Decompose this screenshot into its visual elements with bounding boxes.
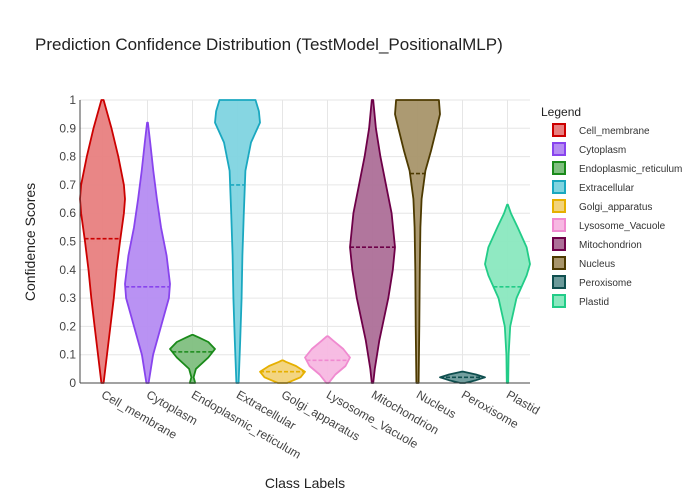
violin-cell-membrane (79, 99, 126, 384)
x-ticks: Cell_membraneCytoplasmEndoplasmic_reticu… (99, 387, 542, 461)
legend-item: Extracellular (552, 180, 635, 194)
y-tick-label: 0.1 (59, 348, 76, 362)
y-tick-label: 0.9 (59, 121, 76, 135)
violin-body (484, 203, 531, 384)
legend-label: Plastid (579, 297, 609, 308)
legend-item: Mitochondrion (552, 237, 642, 251)
y-tick-label: 0.4 (59, 263, 76, 277)
y-axis-title: Confidence Scores (22, 183, 38, 301)
violin-endoplasmic-reticulum (169, 334, 216, 384)
legend-label: Extracellular (579, 183, 635, 194)
violin-cytoplasm (124, 121, 171, 384)
legend-item: Nucleus (552, 256, 615, 270)
y-tick-label: 1 (69, 93, 76, 107)
legend-item: Endoplasmic_reticulum (552, 161, 682, 175)
y-tick-label: 0 (69, 376, 76, 390)
x-axis-title: Class Labels (265, 475, 345, 491)
legend-label: Lysosome_Vacuole (579, 221, 666, 232)
legend-item: Golgi_apparatus (552, 199, 652, 213)
legend-swatch (552, 161, 566, 175)
violin-peroxisome (439, 370, 486, 384)
chart-title: Prediction Confidence Distribution (Test… (35, 35, 503, 54)
legend-swatch (552, 123, 566, 137)
y-tick-label: 0.6 (59, 206, 76, 220)
violin-body (169, 334, 216, 384)
legend-swatch (552, 199, 566, 213)
violin-body (439, 370, 486, 384)
y-tick-label: 0.2 (59, 319, 76, 333)
violin-body (349, 99, 396, 384)
legend-swatch (552, 275, 566, 289)
violin-golgi-apparatus (259, 359, 306, 384)
legend-item: Lysosome_Vacuole (552, 218, 666, 232)
legend-item: Plastid (552, 294, 609, 308)
legend-label: Cytoplasm (579, 145, 626, 156)
violin-nucleus (394, 99, 441, 384)
y-tick-label: 0.8 (59, 150, 76, 164)
legend-swatch (552, 180, 566, 194)
legend-title: Legend (541, 105, 581, 119)
y-tick-label: 0.3 (59, 291, 76, 305)
plot-area (79, 99, 531, 384)
y-tick-label: 0.5 (59, 235, 76, 249)
violin-plastid (484, 203, 531, 384)
legend-swatch (552, 237, 566, 251)
violin-body (124, 121, 171, 384)
legend-swatch (552, 256, 566, 270)
legend-label: Cell_membrane (579, 126, 650, 137)
violin-lysosome-vacuole (304, 335, 351, 384)
violin-body (394, 99, 441, 384)
y-ticks: 0 0.1 0.2 0.3 0.4 0.5 0.6 0.7 0.8 0.9 1 (59, 93, 76, 390)
violin-body (79, 99, 126, 384)
legend-label: Endoplasmic_reticulum (579, 164, 682, 175)
legend-item: Cytoplasm (552, 142, 626, 156)
violin-extracellular (214, 99, 261, 384)
legend-label: Golgi_apparatus (579, 202, 652, 213)
x-tick-label: Cell_membrane (99, 387, 180, 442)
legend-label: Nucleus (579, 259, 615, 270)
y-tick-label: 0.7 (59, 178, 76, 192)
legend-swatch (552, 294, 566, 308)
legend-item: Peroxisome (552, 275, 632, 289)
legend-swatch (552, 218, 566, 232)
legend-label: Mitochondrion (579, 240, 642, 251)
legend: Legend Cell_membrane Cytoplasm Endoplasmic… (541, 105, 682, 308)
violin-body (214, 99, 261, 384)
violin-mitochondrion (349, 99, 396, 384)
legend-items: Cell_membrane Cytoplasm Endoplasmic_reticu… (552, 123, 682, 308)
axes (79, 100, 530, 384)
legend-label: Peroxisome (579, 278, 632, 289)
legend-item: Cell_membrane (552, 123, 650, 137)
legend-swatch (552, 142, 566, 156)
